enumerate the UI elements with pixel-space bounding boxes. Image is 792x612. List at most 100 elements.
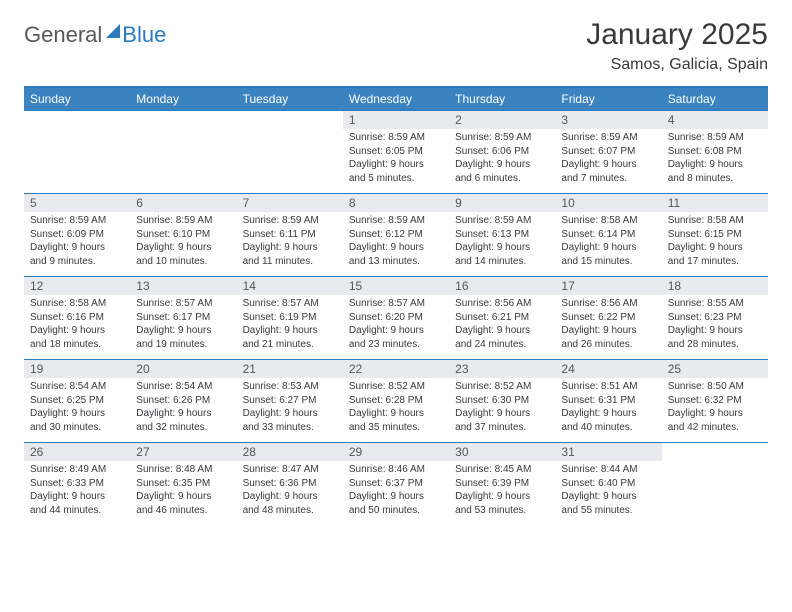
calendar-cell: 29Sunrise: 8:46 AMSunset: 6:37 PMDayligh… xyxy=(343,443,449,525)
sunrise-line: Sunrise: 8:59 AM xyxy=(30,214,124,228)
cell-body: Sunrise: 8:47 AMSunset: 6:36 PMDaylight:… xyxy=(237,461,343,521)
sunrise-line: Sunrise: 8:57 AM xyxy=(243,297,337,311)
calendar-week: 12Sunrise: 8:58 AMSunset: 6:16 PMDayligh… xyxy=(24,276,768,359)
sunrise-line: Sunrise: 8:44 AM xyxy=(561,463,655,477)
sunrise-line: Sunrise: 8:48 AM xyxy=(136,463,230,477)
cell-body: Sunrise: 8:54 AMSunset: 6:25 PMDaylight:… xyxy=(24,378,130,438)
calendar-cell: 5Sunrise: 8:59 AMSunset: 6:09 PMDaylight… xyxy=(24,194,130,276)
sunrise-line: Sunrise: 8:58 AM xyxy=(561,214,655,228)
cell-body: Sunrise: 8:59 AMSunset: 6:12 PMDaylight:… xyxy=(343,212,449,272)
day-number: 24 xyxy=(555,360,661,378)
daylight-line: Daylight: 9 hours and 35 minutes. xyxy=(349,407,443,434)
day-number: 11 xyxy=(662,194,768,212)
sunrise-line: Sunrise: 8:59 AM xyxy=(561,131,655,145)
daylight-line: Daylight: 9 hours and 33 minutes. xyxy=(243,407,337,434)
calendar-cell: 30Sunrise: 8:45 AMSunset: 6:39 PMDayligh… xyxy=(449,443,555,525)
sunrise-line: Sunrise: 8:55 AM xyxy=(668,297,762,311)
day-header: Friday xyxy=(555,88,661,110)
sunset-line: Sunset: 6:16 PM xyxy=(30,311,124,325)
day-number: 23 xyxy=(449,360,555,378)
daylight-line: Daylight: 9 hours and 32 minutes. xyxy=(136,407,230,434)
sunset-line: Sunset: 6:28 PM xyxy=(349,394,443,408)
sunset-line: Sunset: 6:15 PM xyxy=(668,228,762,242)
day-number: 21 xyxy=(237,360,343,378)
day-number: 13 xyxy=(130,277,236,295)
cell-body: Sunrise: 8:46 AMSunset: 6:37 PMDaylight:… xyxy=(343,461,449,521)
sunset-line: Sunset: 6:22 PM xyxy=(561,311,655,325)
sunset-line: Sunset: 6:12 PM xyxy=(349,228,443,242)
cell-body: Sunrise: 8:59 AMSunset: 6:06 PMDaylight:… xyxy=(449,129,555,189)
daylight-line: Daylight: 9 hours and 55 minutes. xyxy=(561,490,655,517)
calendar-cell: 12Sunrise: 8:58 AMSunset: 6:16 PMDayligh… xyxy=(24,277,130,359)
calendar-cell: 23Sunrise: 8:52 AMSunset: 6:30 PMDayligh… xyxy=(449,360,555,442)
calendar-week: 5Sunrise: 8:59 AMSunset: 6:09 PMDaylight… xyxy=(24,193,768,276)
logo-text-blue: Blue xyxy=(122,22,166,48)
sunrise-line: Sunrise: 8:59 AM xyxy=(349,214,443,228)
daylight-line: Daylight: 9 hours and 26 minutes. xyxy=(561,324,655,351)
sunrise-line: Sunrise: 8:57 AM xyxy=(136,297,230,311)
sunset-line: Sunset: 6:26 PM xyxy=(136,394,230,408)
sunset-line: Sunset: 6:32 PM xyxy=(668,394,762,408)
day-number: 4 xyxy=(662,111,768,129)
calendar-cell: 13Sunrise: 8:57 AMSunset: 6:17 PMDayligh… xyxy=(130,277,236,359)
cell-body: Sunrise: 8:45 AMSunset: 6:39 PMDaylight:… xyxy=(449,461,555,521)
day-number xyxy=(237,111,343,129)
day-number: 15 xyxy=(343,277,449,295)
page-title: January 2025 xyxy=(586,18,768,52)
header: General Blue January 2025 Samos, Galicia… xyxy=(24,18,768,74)
sunset-line: Sunset: 6:10 PM xyxy=(136,228,230,242)
day-header: Tuesday xyxy=(237,88,343,110)
sunrise-line: Sunrise: 8:52 AM xyxy=(455,380,549,394)
sunset-line: Sunset: 6:30 PM xyxy=(455,394,549,408)
sunset-line: Sunset: 6:39 PM xyxy=(455,477,549,491)
sunrise-line: Sunrise: 8:47 AM xyxy=(243,463,337,477)
calendar-cell: 22Sunrise: 8:52 AMSunset: 6:28 PMDayligh… xyxy=(343,360,449,442)
sunrise-line: Sunrise: 8:45 AM xyxy=(455,463,549,477)
cell-body: Sunrise: 8:59 AMSunset: 6:07 PMDaylight:… xyxy=(555,129,661,189)
calendar-cell: 15Sunrise: 8:57 AMSunset: 6:20 PMDayligh… xyxy=(343,277,449,359)
calendar-cell: 26Sunrise: 8:49 AMSunset: 6:33 PMDayligh… xyxy=(24,443,130,525)
sunrise-line: Sunrise: 8:59 AM xyxy=(455,131,549,145)
day-number: 29 xyxy=(343,443,449,461)
day-number: 18 xyxy=(662,277,768,295)
day-number xyxy=(24,111,130,129)
calendar: SundayMondayTuesdayWednesdayThursdayFrid… xyxy=(24,86,768,525)
calendar-cell xyxy=(662,443,768,525)
daylight-line: Daylight: 9 hours and 48 minutes. xyxy=(243,490,337,517)
page-subtitle: Samos, Galicia, Spain xyxy=(586,56,768,74)
calendar-week: 1Sunrise: 8:59 AMSunset: 6:05 PMDaylight… xyxy=(24,110,768,193)
sunrise-line: Sunrise: 8:49 AM xyxy=(30,463,124,477)
cell-body: Sunrise: 8:58 AMSunset: 6:16 PMDaylight:… xyxy=(24,295,130,355)
daylight-line: Daylight: 9 hours and 15 minutes. xyxy=(561,241,655,268)
calendar-cell: 19Sunrise: 8:54 AMSunset: 6:25 PMDayligh… xyxy=(24,360,130,442)
calendar-cell: 8Sunrise: 8:59 AMSunset: 6:12 PMDaylight… xyxy=(343,194,449,276)
day-number: 30 xyxy=(449,443,555,461)
daylight-line: Daylight: 9 hours and 9 minutes. xyxy=(30,241,124,268)
calendar-cell: 31Sunrise: 8:44 AMSunset: 6:40 PMDayligh… xyxy=(555,443,661,525)
calendar-cell xyxy=(24,111,130,193)
cell-body: Sunrise: 8:56 AMSunset: 6:21 PMDaylight:… xyxy=(449,295,555,355)
cell-body: Sunrise: 8:53 AMSunset: 6:27 PMDaylight:… xyxy=(237,378,343,438)
sunrise-line: Sunrise: 8:56 AM xyxy=(455,297,549,311)
day-number: 9 xyxy=(449,194,555,212)
calendar-cell: 11Sunrise: 8:58 AMSunset: 6:15 PMDayligh… xyxy=(662,194,768,276)
cell-body: Sunrise: 8:54 AMSunset: 6:26 PMDaylight:… xyxy=(130,378,236,438)
daylight-line: Daylight: 9 hours and 18 minutes. xyxy=(30,324,124,351)
cell-body: Sunrise: 8:57 AMSunset: 6:19 PMDaylight:… xyxy=(237,295,343,355)
sunrise-line: Sunrise: 8:57 AM xyxy=(349,297,443,311)
calendar-cell: 10Sunrise: 8:58 AMSunset: 6:14 PMDayligh… xyxy=(555,194,661,276)
sunset-line: Sunset: 6:33 PM xyxy=(30,477,124,491)
calendar-cell: 24Sunrise: 8:51 AMSunset: 6:31 PMDayligh… xyxy=(555,360,661,442)
sunrise-line: Sunrise: 8:52 AM xyxy=(349,380,443,394)
calendar-cell: 6Sunrise: 8:59 AMSunset: 6:10 PMDaylight… xyxy=(130,194,236,276)
cell-body: Sunrise: 8:44 AMSunset: 6:40 PMDaylight:… xyxy=(555,461,661,521)
sunrise-line: Sunrise: 8:59 AM xyxy=(455,214,549,228)
calendar-cell: 7Sunrise: 8:59 AMSunset: 6:11 PMDaylight… xyxy=(237,194,343,276)
daylight-line: Daylight: 9 hours and 44 minutes. xyxy=(30,490,124,517)
logo-triangle-icon xyxy=(106,24,120,38)
cell-body: Sunrise: 8:59 AMSunset: 6:05 PMDaylight:… xyxy=(343,129,449,189)
day-header-row: SundayMondayTuesdayWednesdayThursdayFrid… xyxy=(24,88,768,110)
day-number: 25 xyxy=(662,360,768,378)
cell-body: Sunrise: 8:55 AMSunset: 6:23 PMDaylight:… xyxy=(662,295,768,355)
sunrise-line: Sunrise: 8:46 AM xyxy=(349,463,443,477)
